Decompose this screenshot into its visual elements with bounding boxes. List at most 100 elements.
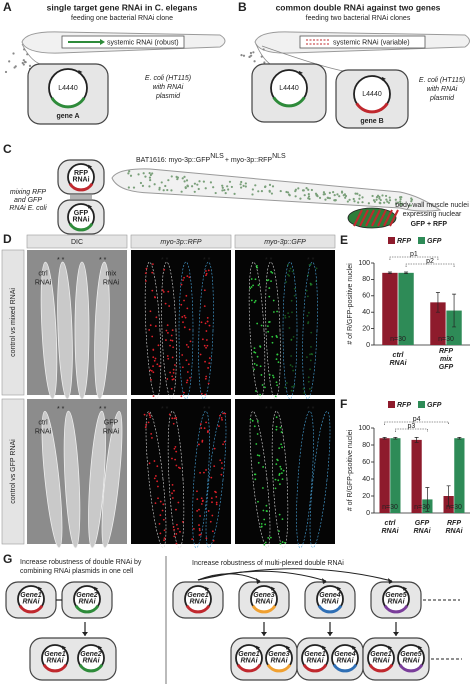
nucleus xyxy=(150,369,153,372)
nucleus xyxy=(264,386,266,389)
nucleus xyxy=(260,523,263,525)
row-label: control vs mixed RNAi xyxy=(10,288,17,357)
bacteria-dot xyxy=(253,60,256,63)
panel-letter: E xyxy=(340,233,348,247)
nucleus xyxy=(268,183,272,186)
nucleus xyxy=(221,467,223,470)
nucleus xyxy=(256,433,259,435)
nucleus xyxy=(163,537,166,540)
nucleus xyxy=(158,186,161,189)
nucleus xyxy=(145,423,148,426)
p-bracket xyxy=(389,256,439,260)
nucleus xyxy=(268,189,271,192)
nuclei-label: body wall muscle nuclei xyxy=(395,202,469,209)
nucleus xyxy=(151,172,154,175)
nucleus xyxy=(153,477,156,480)
nucleus xyxy=(148,412,151,415)
plasmid-arrow xyxy=(271,586,276,591)
nucleus xyxy=(315,280,317,282)
nucleus xyxy=(214,490,216,493)
nucleus xyxy=(162,189,165,192)
text-line: ctrl xyxy=(393,352,405,359)
insert xyxy=(355,102,389,114)
panel-subtitle: feeding one bacterial RNAi clone xyxy=(71,15,173,22)
text-line: Gene5 xyxy=(385,592,407,599)
p-label: p4 xyxy=(413,416,421,423)
asterisk: * * xyxy=(161,406,169,413)
nucleus xyxy=(181,520,184,523)
nucleus xyxy=(187,346,190,348)
nucleus xyxy=(306,314,309,317)
nucleus xyxy=(158,522,161,525)
n-label: n=30 xyxy=(446,504,462,511)
y-tick-label: 60 xyxy=(362,459,370,466)
nucleus xyxy=(305,187,308,190)
nucleus xyxy=(186,379,189,382)
insert xyxy=(251,604,277,614)
nucleus xyxy=(158,365,161,368)
nucleus xyxy=(158,188,161,191)
legend-swatch xyxy=(418,401,425,408)
nucleus xyxy=(144,175,147,178)
nucleus xyxy=(205,469,207,471)
nucleus xyxy=(149,179,152,182)
nucleus xyxy=(378,201,381,204)
nucleus xyxy=(212,186,215,189)
nucleus xyxy=(395,202,398,205)
nucleus xyxy=(272,299,275,302)
nucleus xyxy=(148,171,151,175)
nucleus xyxy=(264,523,267,526)
n-label: n=30 xyxy=(382,504,398,511)
arrow-head xyxy=(388,578,393,584)
nucleus xyxy=(204,393,207,396)
nucleus xyxy=(253,351,256,353)
bar xyxy=(411,439,422,513)
nucleus xyxy=(260,324,263,327)
nucleus xyxy=(260,525,263,528)
nucleus xyxy=(284,314,287,317)
nucleus xyxy=(308,387,311,390)
nucleus xyxy=(220,462,223,464)
nucleus xyxy=(215,503,218,506)
nucleus xyxy=(227,188,230,191)
nucleus xyxy=(171,483,174,486)
nucleus xyxy=(174,364,176,366)
nucleus xyxy=(151,263,154,266)
asterisk: * * xyxy=(57,257,65,264)
nucleus xyxy=(348,198,351,201)
nucleus xyxy=(171,497,174,499)
nucleus xyxy=(278,513,281,516)
nucleus xyxy=(291,270,294,273)
nucleus xyxy=(240,180,243,184)
plasmid-label: Gene1 RNAi xyxy=(304,651,326,665)
nucleus xyxy=(242,184,245,188)
nucleus xyxy=(185,294,188,297)
plasmid-label: RFP RNAi xyxy=(72,170,89,184)
insert xyxy=(302,663,328,673)
nucleus xyxy=(354,192,357,195)
bacteria-dot xyxy=(22,59,25,62)
nucleus xyxy=(282,469,285,472)
nucleus xyxy=(198,529,201,532)
nucleus xyxy=(278,447,281,450)
text-line: RNAi xyxy=(306,657,324,664)
nucleus xyxy=(156,480,159,483)
nucleus xyxy=(167,331,169,334)
nucleus xyxy=(409,204,413,207)
nucleus xyxy=(149,173,152,177)
nucleus xyxy=(183,180,186,183)
nucleus xyxy=(205,346,207,349)
nucleus xyxy=(222,412,225,415)
nucleus xyxy=(173,447,176,450)
nucleus xyxy=(410,197,413,200)
nucleus xyxy=(211,501,213,504)
worm-outline xyxy=(161,261,177,400)
nucleus xyxy=(203,289,206,292)
nucleus-stripe xyxy=(389,209,399,227)
column-header-box xyxy=(130,234,232,249)
insert xyxy=(78,663,104,673)
nucleus xyxy=(299,197,302,200)
nucleus xyxy=(270,280,272,283)
feeding-line xyxy=(21,43,41,65)
nucleus xyxy=(381,194,384,197)
